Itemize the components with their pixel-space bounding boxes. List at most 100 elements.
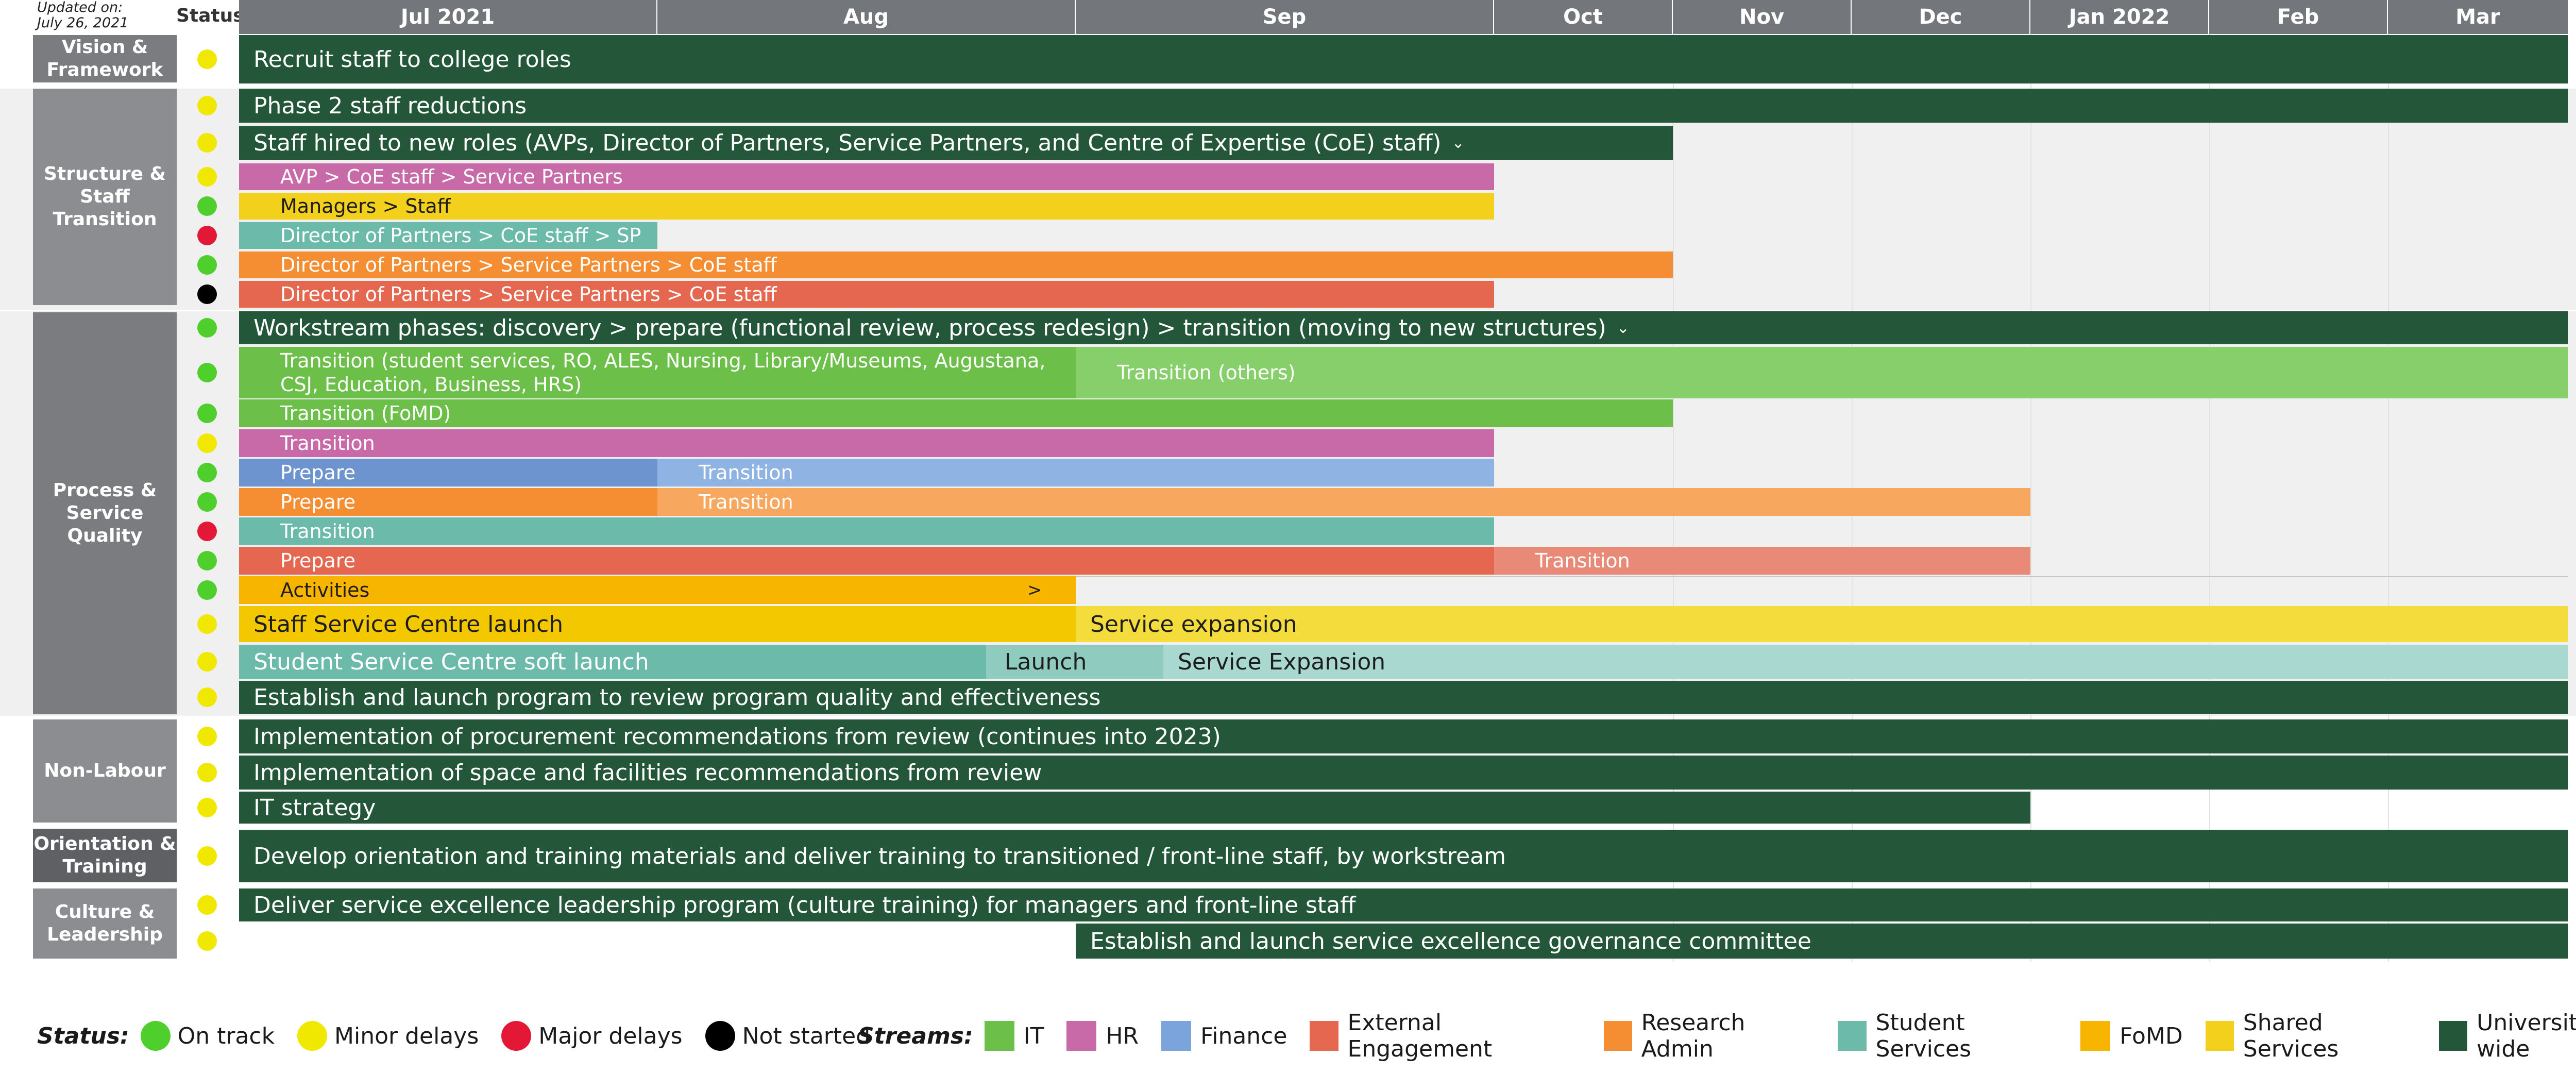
month-header-feb: Feb	[2209, 0, 2388, 34]
bar-space[interactable]: Implementation of space and facilities r…	[239, 756, 2568, 790]
bar-dir-sp[interactable]: Director of Partners > CoE staff > SP	[239, 222, 657, 249]
bar-label: Student Service Centre soft launch	[253, 648, 649, 675]
bar-transition-others[interactable]: Transition (others)	[1076, 347, 2568, 398]
bar-recruit[interactable]: Recruit staff to college roles	[239, 35, 2568, 83]
legend-status: Status: On track Minor delays Major dela…	[37, 1020, 893, 1051]
on-track-dot-icon	[140, 1021, 171, 1051]
legend-on-track: On track	[140, 1021, 275, 1051]
hr-swatch-icon	[1066, 1021, 1097, 1051]
chevron-down-icon[interactable]: ⌄	[1451, 133, 1465, 152]
bar-phase2[interactable]: Phase 2 staff reductions	[239, 89, 2568, 123]
status-dot-on-track-icon	[197, 196, 217, 216]
legend-label: Minor delays	[334, 1022, 479, 1049]
bar-label: Transition	[280, 520, 375, 543]
legend-label: Shared Services	[2243, 1010, 2339, 1062]
bar-label: Implementation of procurement recommenda…	[253, 723, 1221, 750]
bar-transition-research[interactable]: Transition	[657, 488, 2030, 516]
month-header-nov: Nov	[1673, 0, 1852, 34]
legend-research: Research Admin	[1603, 1010, 1816, 1062]
bar-procurement[interactable]: Implementation of procurement recommenda…	[239, 719, 2568, 753]
bar-label: Director of Partners > Service Partners …	[280, 254, 777, 276]
status-dot-minor-icon	[197, 727, 217, 746]
month-header-dec: Dec	[1852, 0, 2030, 34]
bar-label: Staff hired to new roles (AVPs, Director…	[253, 129, 1442, 156]
category-nonlabour: Non-Labour	[33, 719, 177, 823]
bar-transition-student-services[interactable]: Transition	[239, 517, 1494, 545]
minor-delays-dot-icon	[297, 1021, 328, 1051]
legend-streams-title: Streams:	[858, 1022, 973, 1049]
bar-transition-student[interactable]: Transition (student services, RO, ALES, …	[239, 347, 1076, 398]
bar-governance[interactable]: Establish and launch service excellence …	[1076, 924, 2568, 959]
student-swatch-icon	[1838, 1021, 1867, 1051]
bar-activities[interactable]: Activities >	[239, 576, 1076, 604]
bar-label: IT strategy	[253, 794, 376, 821]
status-dot-minor-icon	[197, 652, 217, 672]
updated-on: Updated on: July 26, 2021	[37, 0, 128, 31]
bar-transition-fomd[interactable]: Transition (FoMD)	[239, 399, 1673, 427]
bar-label: Transition (student services, RO, ALES, …	[280, 349, 1046, 396]
status-dot-on-track-icon	[197, 580, 217, 600]
bar-it-strategy[interactable]: IT strategy	[239, 792, 2030, 824]
major-delays-dot-icon	[501, 1021, 532, 1051]
status-dot-on-track-icon	[197, 363, 217, 382]
bar-label: Workstream phases: discovery > prepare (…	[253, 314, 1606, 341]
arrow-icon: >	[1027, 580, 1042, 600]
bar-workstream[interactable]: Workstream phases: discovery > prepare (…	[239, 311, 2568, 344]
bar-avp[interactable]: AVP > CoE staff > Service Partners	[239, 163, 1494, 190]
status-dot-on-track-icon	[197, 404, 217, 423]
bar-managers[interactable]: Managers > Staff	[239, 193, 1494, 220]
category-process: Process & Service Quality	[33, 312, 177, 714]
bar-label: Deliver service excellence leadership pr…	[253, 892, 1356, 918]
legend-hr: HR	[1066, 1021, 1139, 1051]
bar-service-expansion-student[interactable]: Service Expansion	[1163, 645, 2568, 679]
legend-fomd: FoMD	[2080, 1021, 2183, 1051]
bar-dir-orange[interactable]: Director of Partners > Service Partners …	[239, 251, 1673, 278]
bar-ssc-launch[interactable]: Staff Service Centre launch	[239, 606, 1076, 642]
bar-staff-hired[interactable]: Staff hired to new roles (AVPs, Director…	[239, 126, 1673, 160]
legend-label: IT	[1023, 1022, 1044, 1049]
shared-swatch-icon	[2205, 1021, 2234, 1051]
status-dot-on-track-icon	[197, 318, 217, 338]
bar-program-review[interactable]: Establish and launch program to review p…	[239, 681, 2568, 714]
bar-label: Service expansion	[1090, 611, 1297, 638]
bar-label: Establish and launch program to review p…	[253, 684, 1101, 711]
bar-transition-finance[interactable]: Transition	[657, 459, 1494, 487]
legend-not-started: Not started	[705, 1021, 870, 1051]
bar-service-expansion[interactable]: Service expansion	[1076, 606, 2568, 642]
research-swatch-icon	[1603, 1021, 1632, 1051]
status-dot-on-track-icon	[197, 255, 217, 275]
bar-prepare-finance[interactable]: Prepare	[239, 459, 657, 487]
bar-label: Implementation of space and facilities r…	[253, 759, 1042, 786]
status-dot-minor-icon	[197, 614, 217, 634]
chevron-down-icon[interactable]: ⌄	[1616, 318, 1630, 337]
bar-orientation[interactable]: Develop orientation and training materia…	[239, 830, 2568, 882]
bar-label: Transition	[1535, 549, 1630, 572]
status-dot-minor-icon	[197, 433, 217, 453]
legend-label: Major delays	[538, 1022, 683, 1049]
bar-transition-hr[interactable]: Transition	[239, 429, 1494, 457]
category-orientation: Orientation & Training	[33, 829, 177, 882]
month-header-mar: Mar	[2388, 0, 2568, 34]
bar-student-soft-launch[interactable]: Student Service Centre soft launch	[239, 645, 986, 679]
bar-leadership[interactable]: Deliver service excellence leadership pr…	[239, 888, 2568, 921]
legend-status-title: Status:	[37, 1022, 129, 1049]
category-culture: Culture & Leadership	[33, 888, 177, 959]
bar-transition-external[interactable]: Transition	[1494, 547, 2030, 575]
status-dot-minor-icon	[197, 96, 217, 115]
month-header-jan: Jan 2022	[2030, 0, 2209, 34]
legend-streams: Streams: IT HR Finance External Engageme…	[858, 1010, 2576, 1062]
bar-label: AVP > CoE staff > Service Partners	[280, 165, 623, 188]
status-dot-minor-icon	[197, 931, 217, 951]
bar-dir-red[interactable]: Director of Partners > Service Partners …	[239, 281, 1494, 308]
legend-shared: Shared Services	[2205, 1010, 2416, 1062]
bar-launch[interactable]: Launch	[986, 645, 1163, 679]
bar-label: Launch	[1005, 648, 1087, 675]
legend-label: Finance	[1200, 1022, 1287, 1049]
bar-prepare-research[interactable]: Prepare	[239, 488, 657, 516]
bar-prepare-external[interactable]: Prepare	[239, 547, 1494, 575]
bar-label: Prepare	[280, 491, 355, 513]
status-dot-major-icon	[197, 226, 217, 245]
status-dot-not-started-icon	[197, 284, 217, 304]
status-dot-minor-icon	[197, 798, 217, 817]
status-dot-major-icon	[197, 522, 217, 541]
